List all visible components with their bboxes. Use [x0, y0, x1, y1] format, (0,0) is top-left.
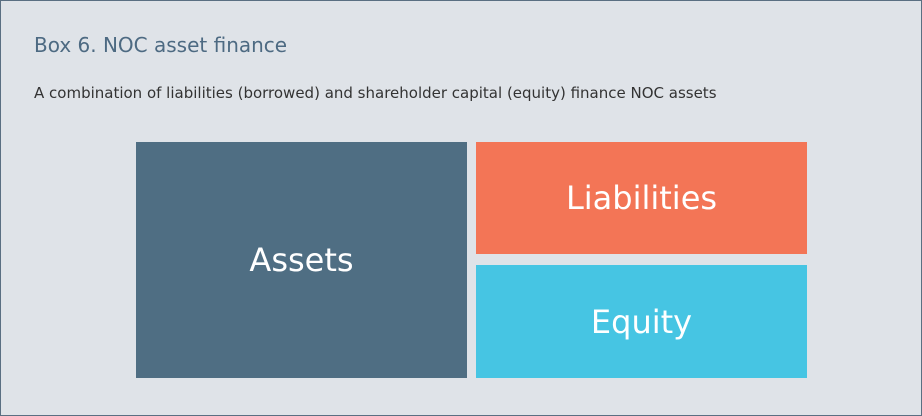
- equity-block: Equity: [476, 265, 807, 378]
- assets-block: Assets: [136, 142, 467, 378]
- box-subtitle: A combination of liabilities (borrowed) …: [34, 84, 717, 102]
- box-title: Box 6. NOC asset finance: [34, 33, 288, 57]
- liabilities-block: Liabilities: [476, 142, 807, 254]
